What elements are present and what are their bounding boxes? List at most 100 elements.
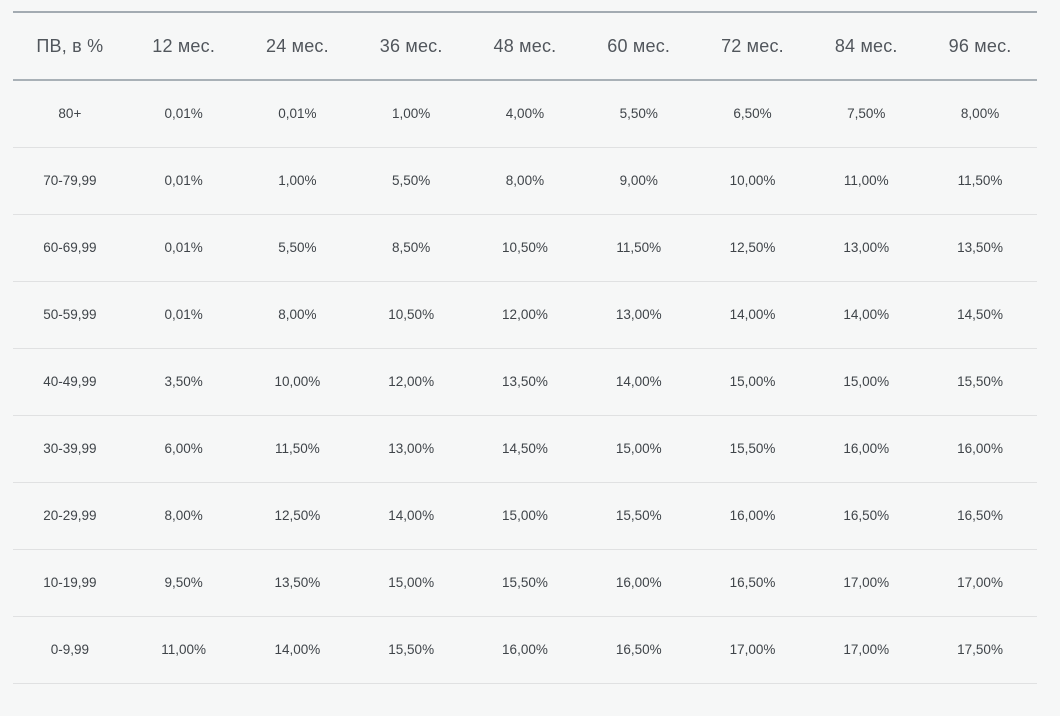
rate-cell: 1,00% <box>354 80 469 148</box>
rate-cell: 0,01% <box>240 80 355 148</box>
rate-cell: 11,50% <box>923 147 1037 215</box>
rate-cell: 14,00% <box>581 348 696 416</box>
row-label: 60-69,99 <box>13 214 127 282</box>
rate-cell: 14,00% <box>240 616 355 684</box>
rate-cell: 0,01% <box>126 147 241 215</box>
rate-cell: 14,50% <box>923 281 1037 349</box>
column-header-term: 96 мес. <box>923 12 1037 81</box>
rate-cell: 13,00% <box>809 214 924 282</box>
row-label: 0-9,99 <box>13 616 127 684</box>
rate-cell: 3,50% <box>126 348 241 416</box>
column-header-downpayment: ПВ, в % <box>13 12 127 81</box>
rate-cell: 17,00% <box>695 616 810 684</box>
rate-cell: 13,00% <box>581 281 696 349</box>
rate-cell: 14,00% <box>354 482 469 550</box>
row-label: 10-19,99 <box>13 549 127 617</box>
rate-cell: 13,00% <box>354 415 469 483</box>
rate-cell: 5,50% <box>240 214 355 282</box>
column-header-term: 72 мес. <box>695 12 810 81</box>
rate-cell: 14,00% <box>809 281 924 349</box>
row-label: 20-29,99 <box>13 482 127 550</box>
rate-cell: 5,50% <box>354 147 469 215</box>
table-row: 0-9,99 11,00% 14,00% 15,50% 16,00% 16,50% 17,0… <box>13 616 1037 684</box>
column-header-term: 12 мес. <box>126 12 241 81</box>
row-label: 50-59,99 <box>13 281 127 349</box>
column-header-term: 36 мес. <box>354 12 469 81</box>
rate-cell: 15,50% <box>468 549 582 617</box>
rate-cell: 16,00% <box>923 415 1037 483</box>
rate-cell: 12,50% <box>695 214 810 282</box>
rate-cell: 17,00% <box>923 549 1037 617</box>
row-label: 80+ <box>13 80 127 148</box>
rate-cell: 13,50% <box>240 549 355 617</box>
column-header-term: 60 мес. <box>581 12 696 81</box>
rate-cell: 15,00% <box>809 348 924 416</box>
column-header-term: 84 мес. <box>809 12 924 81</box>
table-row: 40-49,99 3,50% 10,00% 12,00% 13,50% 14,00% 15,… <box>13 348 1037 416</box>
rate-cell: 10,50% <box>354 281 469 349</box>
table-row: 20-29,99 8,00% 12,50% 14,00% 15,00% 15,50% 16,… <box>13 482 1037 550</box>
rate-cell: 0,01% <box>126 214 241 282</box>
rate-cell: 16,00% <box>809 415 924 483</box>
rate-cell: 16,00% <box>581 549 696 617</box>
rate-cell: 12,00% <box>354 348 469 416</box>
rate-cell: 17,00% <box>809 616 924 684</box>
rate-cell: 0,01% <box>126 281 241 349</box>
rate-cell: 11,50% <box>581 214 696 282</box>
rate-cell: 15,50% <box>923 348 1037 416</box>
row-label: 40-49,99 <box>13 348 127 416</box>
row-label: 30-39,99 <box>13 415 127 483</box>
rate-cell: 9,00% <box>581 147 696 215</box>
rate-cell: 11,50% <box>240 415 355 483</box>
column-header-term: 48 мес. <box>468 12 582 81</box>
table-body: 80+ 0,01% 0,01% 1,00% 4,00% 5,50% 6,50% 7,50% 8,… <box>13 80 1037 684</box>
rate-cell: 8,00% <box>468 147 582 215</box>
rate-cell: 13,50% <box>923 214 1037 282</box>
rate-cell: 16,00% <box>468 616 582 684</box>
rate-cell: 8,00% <box>923 80 1037 148</box>
rate-cell: 8,00% <box>126 482 241 550</box>
rate-cell: 17,50% <box>923 616 1037 684</box>
header-row: ПВ, в % 12 мес. 24 мес. 36 мес. 48 мес. 60 ме… <box>13 12 1037 81</box>
rate-cell: 8,00% <box>240 281 355 349</box>
rate-cell: 16,50% <box>581 616 696 684</box>
table-row: 70-79,99 0,01% 1,00% 5,50% 8,00% 9,00% 10,00% 1… <box>13 147 1037 215</box>
table-row: 50-59,99 0,01% 8,00% 10,50% 12,00% 13,00% 14,0… <box>13 281 1037 349</box>
rate-cell: 15,00% <box>468 482 582 550</box>
rate-cell: 16,00% <box>695 482 810 550</box>
rate-cell: 10,00% <box>240 348 355 416</box>
rate-cell: 16,50% <box>809 482 924 550</box>
row-label: 70-79,99 <box>13 147 127 215</box>
rate-cell: 11,00% <box>809 147 924 215</box>
rate-cell: 13,50% <box>468 348 582 416</box>
rate-cell: 15,00% <box>354 549 469 617</box>
rate-cell: 9,50% <box>126 549 241 617</box>
rate-cell: 8,50% <box>354 214 469 282</box>
rate-cell: 10,50% <box>468 214 582 282</box>
rate-cell: 11,00% <box>126 616 241 684</box>
rate-cell: 4,00% <box>468 80 582 148</box>
table-row: 30-39,99 6,00% 11,50% 13,00% 14,50% 15,00% 15,… <box>13 415 1037 483</box>
rate-cell: 14,50% <box>468 415 582 483</box>
rate-cell: 14,00% <box>695 281 810 349</box>
rate-cell: 6,50% <box>695 80 810 148</box>
rate-cell: 16,50% <box>695 549 810 617</box>
rate-cell: 15,00% <box>581 415 696 483</box>
rate-cell: 12,00% <box>468 281 582 349</box>
rate-cell: 15,50% <box>354 616 469 684</box>
column-header-term: 24 мес. <box>240 12 355 81</box>
rate-cell: 15,00% <box>695 348 810 416</box>
rate-cell: 12,50% <box>240 482 355 550</box>
table-header: ПВ, в % 12 мес. 24 мес. 36 мес. 48 мес. 60 ме… <box>13 12 1037 81</box>
rates-table: ПВ, в % 12 мес. 24 мес. 36 мес. 48 мес. 60 ме… <box>13 11 1037 684</box>
rate-cell: 0,01% <box>126 80 241 148</box>
rate-cell: 5,50% <box>581 80 696 148</box>
table-row: 10-19,99 9,50% 13,50% 15,00% 15,50% 16,00% 16,… <box>13 549 1037 617</box>
rate-cell: 16,50% <box>923 482 1037 550</box>
rate-cell: 15,50% <box>695 415 810 483</box>
rates-table-container: ПВ, в % 12 мес. 24 мес. 36 мес. 48 мес. 60 ме… <box>13 11 1037 684</box>
rate-cell: 10,00% <box>695 147 810 215</box>
rate-cell: 1,00% <box>240 147 355 215</box>
rate-cell: 7,50% <box>809 80 924 148</box>
table-row: 80+ 0,01% 0,01% 1,00% 4,00% 5,50% 6,50% 7,50% 8,… <box>13 80 1037 148</box>
